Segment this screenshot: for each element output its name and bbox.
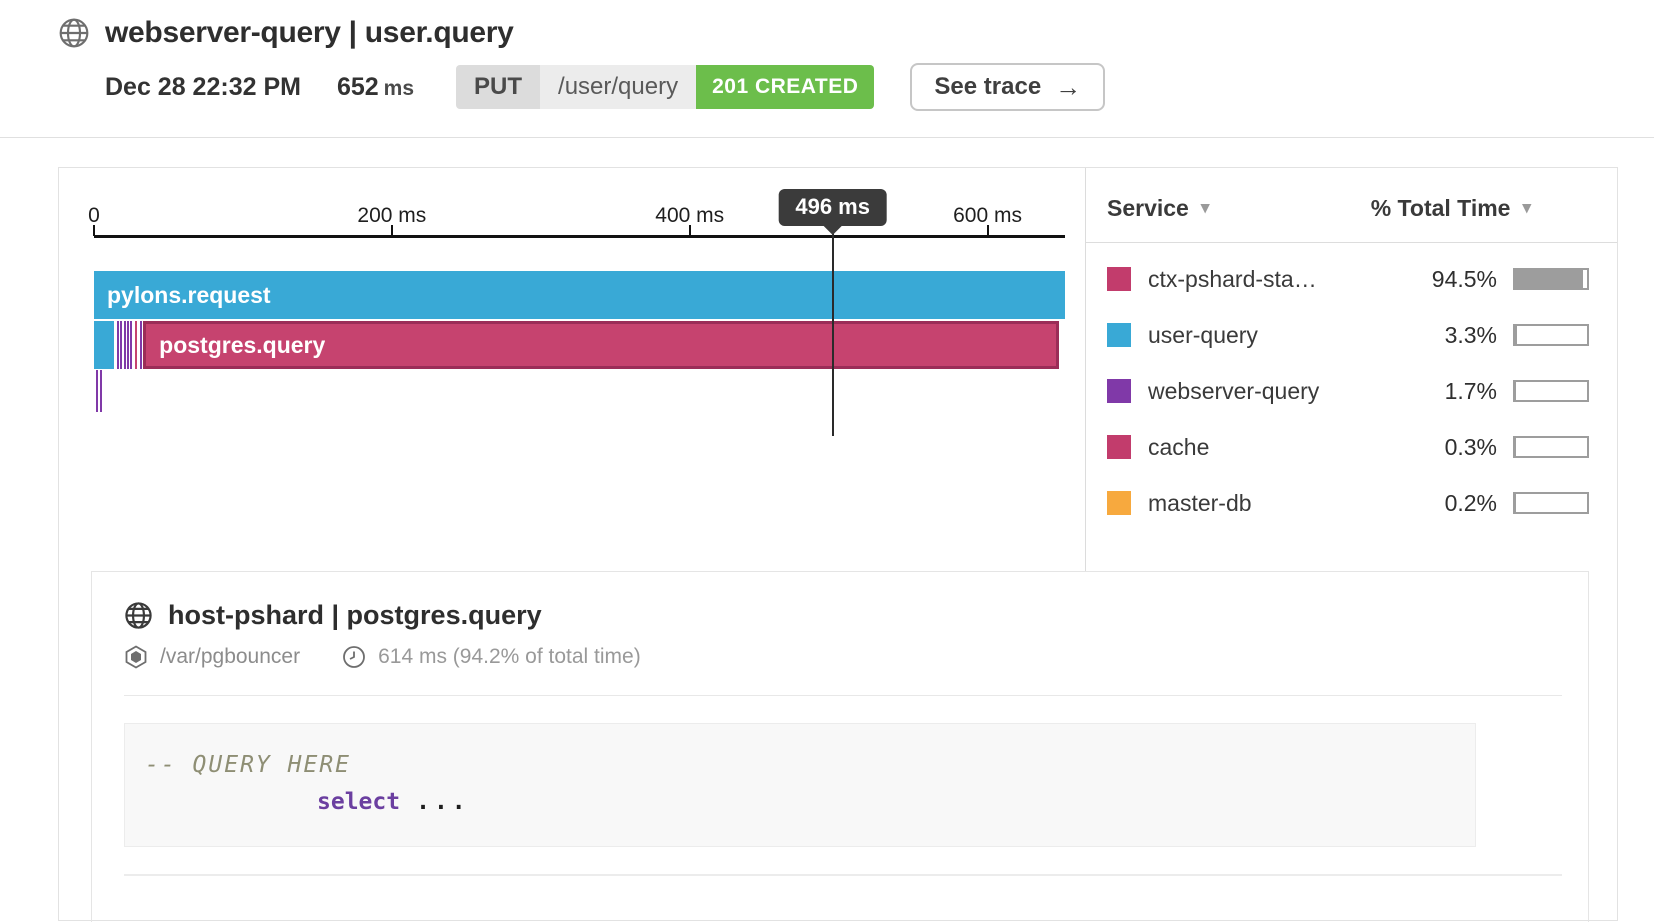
service-percent: 94.5% [1431,265,1497,292]
span-detail-title: host-pshard | postgres.query [168,600,542,630]
axis-tick-label: 0 [88,204,100,227]
sql-keyword: select [317,789,401,815]
axis-tick-label: 200 ms [357,204,427,227]
service-name: ctx-pshard-sta… [1148,265,1317,292]
span-bar-span[interactable] [140,321,143,369]
flame-row: postgres.query [94,321,1065,369]
span-bar-span[interactable] [95,370,98,412]
service-row[interactable]: master-db 0.2% [1107,475,1589,531]
query-code-block: -- QUERY HERE select... [124,723,1476,847]
service-percent-fill [1515,382,1517,400]
chevron-down-icon: ▾ [1200,198,1210,217]
service-percent-bar [1513,268,1589,290]
page-title: webserver-query | user.query [105,16,514,49]
service-color-swatch [1107,267,1131,291]
span-resource: /var/pgbouncer [160,645,301,668]
globe-icon [59,18,89,48]
span-bar-pylons.request[interactable]: pylons.request [94,271,1065,319]
span-bar-span[interactable] [126,321,129,369]
request-timestamp: Dec 28 22:32 PM [105,72,301,101]
flame-row: pylons.request [94,271,1065,319]
time-axis [94,235,1065,238]
request-duration: 652 ms [336,72,415,101]
time-cursor-line [831,227,834,436]
service-row[interactable]: cache 0.3% [1107,419,1589,475]
trace-card: 496 ms pylons.request postgres.query 0 20… [58,167,1618,922]
service-percent-fill [1515,326,1518,344]
service-color-swatch [1107,435,1131,459]
chevron-down-icon: ▾ [1522,198,1531,217]
http-status-badge: 201 CREATED [696,65,875,109]
span-bar-span[interactable] [116,321,119,369]
flame-row [94,370,1065,412]
service-row[interactable]: webserver-query 1.7% [1107,363,1589,419]
clock-icon [343,646,365,668]
divider [124,695,1562,696]
service-percent-bar [1513,492,1589,514]
time-cursor-tooltip: 496 ms [778,189,887,226]
service-percent-fill [1515,270,1584,288]
http-path-badge: /user/query [540,65,697,109]
table-header-divider [1086,242,1617,243]
request-badges: PUT /user/query 201 CREATED [456,65,875,109]
span-detail-panel: host-pshard | postgres.query /var/pgboun… [91,571,1589,922]
divider [124,874,1562,876]
service-color-swatch [1107,323,1131,347]
service-name: webserver-query [1148,377,1320,404]
span-bar-span[interactable] [123,321,126,369]
service-percent: 0.2% [1444,489,1497,516]
sql-comment: -- QUERY HERE [145,752,352,778]
axis-tick-mark [93,225,95,236]
arrow-right-icon: → [1055,71,1082,102]
sql-ellipsis: ... [416,789,470,815]
service-color-swatch [1107,491,1131,515]
http-method-badge: PUT [456,65,541,109]
service-name: master-db [1148,489,1252,516]
see-trace-button[interactable]: See trace → [910,63,1106,111]
sort-by-service[interactable]: Service ▾ [1107,194,1210,221]
sort-by-total-time[interactable]: % Total Time ▾ [1370,194,1531,221]
flamegraph-plot: 496 ms pylons.request postgres.query 0 20… [88,189,1065,564]
span-bar-span[interactable] [134,321,137,369]
service-percent: 1.7% [1444,377,1497,404]
service-name: cache [1148,433,1210,460]
service-name: user-query [1148,321,1258,348]
span-bar-label: pylons.request [107,281,271,308]
span-duration: 614 ms (94.2% of total time) [378,645,641,668]
service-row[interactable]: ctx-pshard-sta… 94.5% [1107,251,1589,307]
service-percent: 0.3% [1444,433,1497,460]
span-bar-label: postgres.query [159,331,326,358]
span-bar-postgres.query[interactable]: postgres.query [143,321,1060,369]
service-color-swatch [1107,379,1131,403]
span-bar-span[interactable] [100,370,103,412]
span-bar-span[interactable] [120,321,123,369]
axis-tick-label: 600 ms [953,204,1022,227]
service-percent-bar [1513,324,1589,346]
axis-tick-label: 400 ms [655,204,725,227]
flamegraph-panel: 496 ms pylons.request postgres.query 0 20… [59,168,1086,571]
trace-header: webserver-query | user.query Dec 28 22:3… [0,0,1654,138]
span-bar-span[interactable] [94,321,114,369]
service-percent: 3.3% [1444,321,1497,348]
axis-tick-mark [986,225,989,236]
service-row[interactable]: user-query 3.3% [1107,307,1589,363]
services-table: Service ▾ % Total Time ▾ ctx-pshard-sta…… [1086,168,1617,571]
span-bar-span[interactable] [130,321,133,369]
service-percent-bar [1513,436,1589,458]
globe-icon [125,602,152,629]
hexagon-resource-icon [125,645,147,669]
axis-tick-mark [390,225,393,236]
axis-tick-mark [688,225,691,236]
service-percent-bar [1513,380,1589,402]
